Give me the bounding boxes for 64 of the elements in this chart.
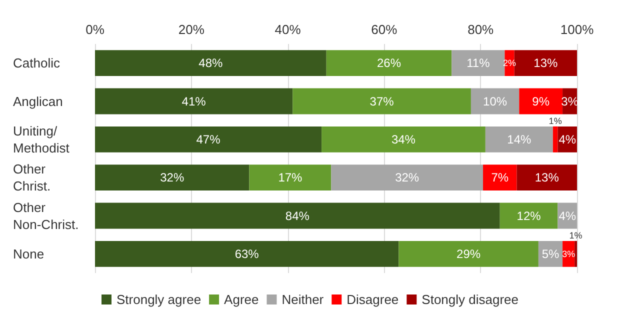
bar (95, 164, 250, 191)
data-label: 1% (569, 230, 582, 240)
data-label: 13% (534, 56, 558, 70)
legend-label: Neither (282, 292, 324, 307)
x-tick-label: 80% (468, 22, 494, 37)
data-label: 1% (548, 116, 562, 126)
y-tick-label: Anglican (13, 94, 63, 109)
data-label: 12% (516, 208, 542, 223)
data-label: 63% (234, 246, 260, 261)
bar (95, 240, 399, 267)
data-label: 32% (395, 170, 420, 185)
bar (331, 164, 484, 191)
y-tick-label: Other Christ. (13, 162, 51, 194)
bar (292, 88, 471, 114)
data-label: 4% (558, 132, 576, 146)
legend-label: Disagree (346, 292, 399, 307)
data-label: 14% (507, 132, 532, 146)
bar (500, 202, 558, 229)
x-tick-label: 40% (274, 22, 302, 37)
bar (249, 164, 332, 191)
data-label: 13% (534, 170, 560, 185)
legend-label: Strongly agree (116, 292, 202, 307)
data-label: 7% (491, 170, 509, 185)
x-tick-label: 100% (560, 22, 594, 37)
y-tick-label: Uniting/Methodist (13, 123, 70, 156)
bar (452, 50, 505, 76)
data-label: 37% (370, 94, 394, 108)
data-label: 17% (278, 170, 303, 185)
data-label: 4% (558, 208, 576, 223)
data-label: 41% (182, 94, 206, 108)
bar (470, 88, 520, 114)
legend-label: Agree (224, 292, 259, 307)
bar (322, 126, 486, 152)
bar (519, 88, 563, 114)
data-label: 26% (377, 56, 402, 70)
data-label: 10% (483, 94, 508, 108)
bar (552, 126, 558, 152)
data-label: 11% (466, 56, 490, 70)
legend-label: Stongly disagree (422, 292, 519, 307)
bar (326, 50, 452, 76)
data-label: 47% (196, 132, 221, 146)
bar (516, 164, 577, 191)
data-label: 5% (542, 246, 560, 261)
bar (95, 126, 322, 152)
bar (398, 240, 538, 267)
bar (95, 50, 326, 76)
x-tick-label: 20% (178, 22, 205, 37)
bar (95, 202, 500, 229)
y-tick-label: None (13, 246, 44, 262)
bar (95, 88, 293, 114)
x-tick-label: 60% (371, 22, 398, 37)
data-label: 9% (532, 94, 550, 108)
x-tick-label: 0% (86, 22, 105, 37)
data-label: 34% (391, 132, 416, 146)
data-label: 84% (285, 208, 310, 223)
data-label: 29% (456, 246, 481, 261)
bar (483, 164, 517, 191)
data-label: 48% (198, 56, 224, 70)
y-tick-label: Other Non-Christ. (13, 200, 79, 232)
bar (485, 126, 553, 152)
data-label: 3% (562, 248, 576, 259)
y-tick-label: Catholic (13, 56, 60, 71)
data-label: 32% (160, 170, 184, 185)
bar (514, 50, 577, 76)
